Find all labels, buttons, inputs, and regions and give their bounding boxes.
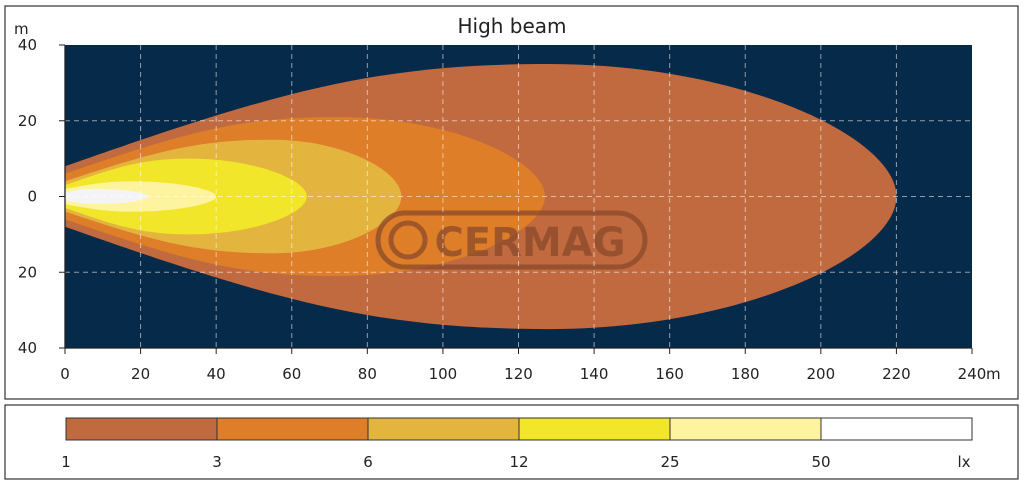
x-tick-label: 140 <box>580 365 609 383</box>
legend-swatch <box>820 417 973 441</box>
axes: 0 20 40 60 80 100 120 140 160 180 200 220 240 m402002… <box>14 20 1001 383</box>
y-tick-label: 20 <box>18 263 37 281</box>
x-tick-label: 180 <box>731 365 760 383</box>
legend-label: 6 <box>363 453 373 471</box>
x-tick-label: 160 <box>655 365 684 383</box>
chart-title: High beam <box>457 14 566 38</box>
watermark-outline <box>375 210 648 270</box>
legend-swatch <box>669 417 822 441</box>
y-tick-label: 40 <box>18 36 37 54</box>
legend-swatch <box>367 417 520 441</box>
y-tick-label: 0 <box>27 188 37 206</box>
x-tick-label: 220 <box>882 365 911 383</box>
y-tick-label: 40 <box>18 339 37 357</box>
y-unit-label: m <box>14 20 29 38</box>
x-unit-label: m <box>986 365 1001 383</box>
legend-label: 25 <box>660 453 679 471</box>
x-tick-label: 240 <box>958 365 987 383</box>
legend-swatch <box>216 417 369 441</box>
legend-label: 3 <box>212 453 222 471</box>
legend-label: 12 <box>509 453 528 471</box>
contour-50-lx <box>65 188 149 205</box>
legend-swatch <box>65 417 218 441</box>
legend-swatch <box>518 417 671 441</box>
x-tick-label: 200 <box>807 365 836 383</box>
x-tick-label: 60 <box>282 365 301 383</box>
legend: 1 3 6 12 25 50 lx <box>61 417 973 471</box>
watermark-text: CERMAG <box>434 220 625 266</box>
legend-frame <box>4 404 1019 480</box>
x-tick-label: 80 <box>358 365 377 383</box>
legend-unit-label: lx <box>957 453 970 471</box>
x-tick-label: 0 <box>60 365 70 383</box>
x-tick-label: 20 <box>131 365 150 383</box>
grid-lines <box>65 45 972 348</box>
y-tick-label: 20 <box>18 112 37 130</box>
x-tick-label: 100 <box>429 365 458 383</box>
legend-label: 1 <box>61 453 71 471</box>
x-tick-label: 120 <box>504 365 533 383</box>
legend-label: 50 <box>811 453 830 471</box>
watermark-gear-icon <box>388 220 428 260</box>
x-tick-label: 40 <box>207 365 226 383</box>
